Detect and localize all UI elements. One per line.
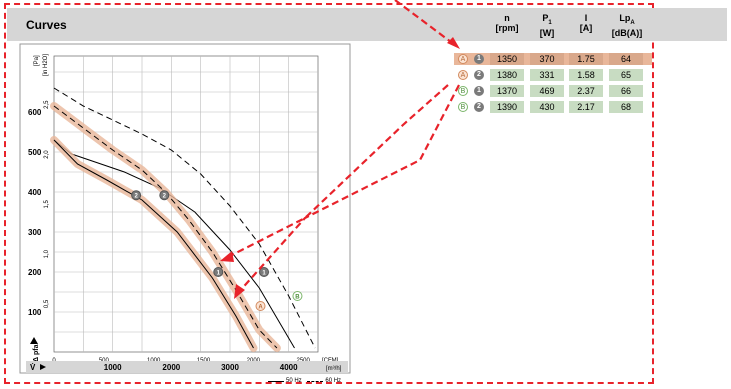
y-unit-inh2o: [in H2O] (43, 54, 49, 76)
x-axis-arrow (40, 364, 46, 370)
curve-badge: A (458, 54, 468, 64)
table-cell-p1: 331 (530, 69, 564, 81)
table-cell-lpa: 64 (609, 53, 643, 65)
operating-point (259, 267, 270, 277)
legend-60hz: 60 Hz (325, 378, 342, 384)
curve-line (53, 139, 254, 349)
table-cell-n: 1380 (490, 69, 524, 81)
table-cell-p1: 430 (530, 101, 564, 113)
y-tick-label-inh2o: 0,5 (44, 299, 50, 308)
table-cell-p1: 370 (530, 53, 564, 65)
operating-point (159, 190, 170, 201)
table-row: A 2 1380 331 1.58 65 (454, 69, 652, 81)
y-tick-label: 500 (28, 148, 42, 157)
y-tick-label-inh2o: 1,5 (44, 200, 50, 209)
point-badge: 1 (474, 86, 484, 96)
curve-badge: B (458, 102, 468, 112)
annotation-arrowhead (447, 37, 460, 49)
operating-point-label: 2 (163, 194, 167, 200)
table-cell-i: 1.75 (569, 53, 603, 65)
table-cell-i: 2.37 (569, 85, 603, 97)
table-cell-i: 2.17 (569, 101, 603, 113)
plot-area (53, 55, 319, 353)
operating-point (213, 267, 224, 277)
x-tick-label: 3000 (221, 363, 239, 372)
legend-50hz: 50 Hz (286, 378, 302, 384)
annotation-arrowhead (234, 284, 245, 299)
table-row: B 1 1370 469 2.37 66 (454, 85, 652, 97)
x-tick-label: 4000 (280, 363, 298, 372)
page-title: Curves (26, 18, 67, 32)
x-axis-band (26, 361, 348, 373)
col-i: I [A] (579, 13, 593, 33)
x-axis-label: V̇ (30, 363, 36, 372)
y-axis-label: Δ pfa (33, 344, 40, 362)
operating-point (292, 291, 303, 301)
table-cell-lpa: 65 (609, 69, 643, 81)
col-lpa: LpA [dB(A)] (611, 13, 643, 38)
operating-point (131, 190, 142, 201)
legend-dashed-line (307, 380, 324, 382)
table-cell-p1: 469 (530, 85, 564, 97)
y-unit-pa: [Pa] (34, 55, 40, 66)
y-tick-label: 100 (28, 308, 42, 317)
annotation-arrowhead (220, 251, 234, 262)
x-unit-m3h: [m³/h] (326, 366, 342, 372)
operating-point-label: 1 (262, 271, 266, 277)
curve-badge: B (458, 86, 468, 96)
col-n: n [rpm] (495, 13, 519, 33)
curve-badge: A (458, 70, 468, 80)
table-cell-lpa: 66 (609, 85, 643, 97)
curve-line (53, 87, 316, 349)
y-tick-label-inh2o: 2,0 (44, 150, 50, 159)
y-tick-label-inh2o: 2,5 (44, 100, 50, 109)
curve-line (53, 105, 278, 349)
annotation-arrow (237, 84, 460, 294)
table-row: A 1 1350 370 1.75 64 (454, 53, 652, 65)
table-cell-i: 1.58 (569, 69, 603, 81)
point-badge: 2 (474, 102, 484, 112)
y-tick-label: 300 (28, 228, 42, 237)
table-cell-n: 1390 (490, 101, 524, 113)
operating-point-label: 2 (134, 194, 138, 200)
operating-point-label: A (258, 305, 263, 311)
y-tick-label-inh2o: 1,0 (44, 249, 50, 258)
point-badge: 1 (474, 54, 484, 64)
header-band (7, 8, 727, 41)
legend-solid-line (268, 380, 284, 382)
col-p1: P1 [W] (539, 13, 555, 38)
legend: 50 Hz 60 Hz (268, 378, 341, 385)
table-cell-n: 1370 (490, 85, 524, 97)
table-cell-n: 1350 (490, 53, 524, 65)
table-cell-lpa: 68 (609, 101, 643, 113)
point-badge: 2 (474, 70, 484, 80)
y-axis-arrow (30, 337, 38, 344)
table-row: B 2 1390 430 2.17 68 (454, 101, 652, 113)
y-tick-label: 200 (28, 268, 42, 277)
annotation-frame (4, 3, 654, 384)
operating-point (255, 301, 266, 311)
x-tick-label: 2000 (162, 363, 180, 372)
operating-point-label: 1 (217, 271, 221, 277)
annotation-arrow (225, 84, 449, 259)
y-tick-label: 400 (28, 188, 42, 197)
operating-point-label: B (295, 295, 300, 301)
x-tick-label: 1000 (104, 363, 122, 372)
annotation-arrow (394, 0, 456, 46)
y-tick-label: 600 (28, 108, 42, 117)
